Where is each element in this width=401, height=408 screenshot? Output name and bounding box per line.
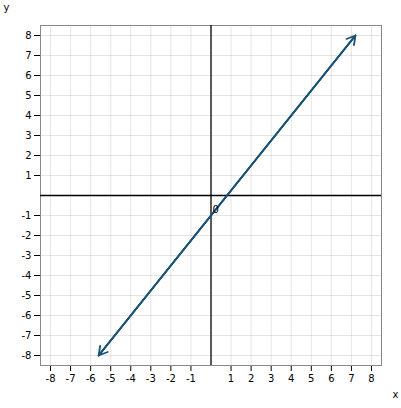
- svg-text:-6: -6: [22, 310, 32, 321]
- svg-text:-5: -5: [22, 290, 32, 301]
- svg-text:-5: -5: [106, 373, 116, 384]
- svg-text:5: 5: [25, 90, 31, 101]
- svg-text:-1: -1: [186, 373, 196, 384]
- svg-text:8: 8: [25, 30, 31, 41]
- svg-text:x: x: [393, 389, 399, 400]
- svg-text:8: 8: [368, 373, 374, 384]
- svg-text:y: y: [4, 2, 10, 13]
- svg-text:-4: -4: [126, 373, 136, 384]
- svg-text:6: 6: [328, 373, 334, 384]
- svg-text:-8: -8: [22, 350, 32, 361]
- svg-text:-3: -3: [22, 250, 32, 261]
- svg-text:-1: -1: [22, 210, 32, 221]
- svg-text:-4: -4: [22, 270, 32, 281]
- svg-text:1: 1: [228, 373, 234, 384]
- svg-text:3: 3: [25, 130, 31, 141]
- svg-text:6: 6: [25, 70, 31, 81]
- svg-text:2: 2: [248, 373, 254, 384]
- svg-text:0: 0: [213, 204, 219, 215]
- svg-text:-6: -6: [86, 373, 96, 384]
- svg-text:-2: -2: [22, 230, 32, 241]
- svg-text:7: 7: [348, 373, 354, 384]
- svg-text:5: 5: [308, 373, 314, 384]
- svg-text:-3: -3: [146, 373, 156, 384]
- svg-text:1: 1: [25, 170, 31, 181]
- svg-text:4: 4: [25, 110, 31, 121]
- svg-text:-7: -7: [22, 330, 32, 341]
- svg-text:4: 4: [288, 373, 294, 384]
- svg-text:-8: -8: [46, 373, 56, 384]
- svg-text:3: 3: [268, 373, 274, 384]
- svg-text:7: 7: [25, 50, 31, 61]
- svg-text:-2: -2: [166, 373, 176, 384]
- svg-text:-7: -7: [66, 373, 76, 384]
- svg-text:2: 2: [25, 150, 31, 161]
